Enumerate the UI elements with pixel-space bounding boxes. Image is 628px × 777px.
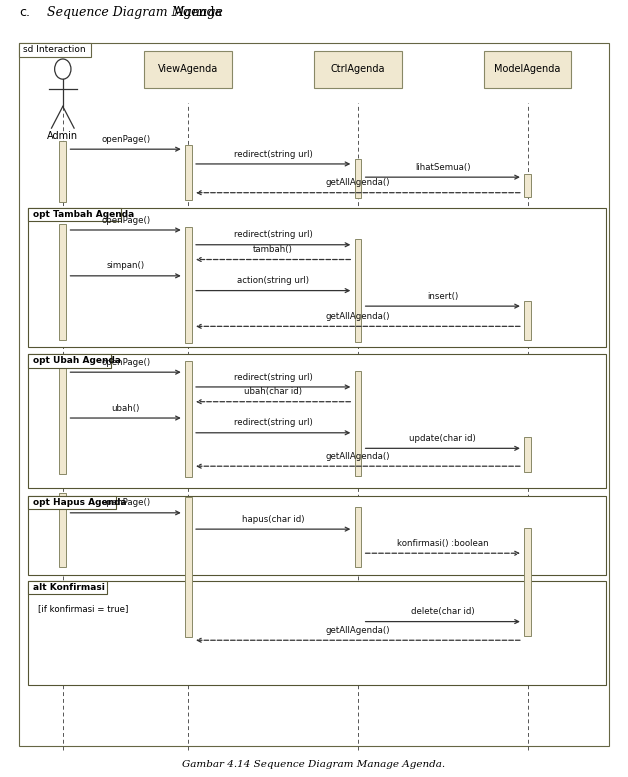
Text: openPage(): openPage(): [101, 215, 150, 225]
Text: opt Hapus Agenda: opt Hapus Agenda: [33, 498, 127, 507]
Text: redirect(string url): redirect(string url): [234, 230, 313, 239]
Text: Agenda: Agenda: [170, 6, 222, 19]
Text: sd Interaction: sd Interaction: [23, 45, 86, 54]
Bar: [355, 159, 362, 198]
Text: CtrlAgenda: CtrlAgenda: [331, 64, 385, 74]
Bar: [28, 208, 121, 221]
Text: lihatSemua(): lihatSemua(): [415, 162, 470, 172]
Text: opt Ubah Agenda: opt Ubah Agenda: [33, 357, 121, 365]
Bar: [28, 496, 606, 575]
Text: openPage(): openPage(): [101, 498, 150, 507]
Text: update(char id): update(char id): [409, 434, 476, 443]
Bar: [185, 145, 192, 200]
Bar: [355, 371, 362, 476]
Text: ModelAgenda: ModelAgenda: [494, 64, 561, 74]
Bar: [28, 208, 606, 347]
Bar: [28, 496, 116, 509]
Text: Sequence Diagram Manage: Sequence Diagram Manage: [47, 6, 223, 19]
Text: openPage(): openPage(): [101, 134, 150, 144]
Bar: [60, 493, 67, 567]
Text: Gambar 4.14 Sequence Diagram Manage Agenda.: Gambar 4.14 Sequence Diagram Manage Agen…: [183, 760, 445, 769]
Bar: [28, 354, 112, 368]
Text: c.: c.: [19, 6, 30, 19]
Text: getAllAgenda(): getAllAgenda(): [326, 178, 390, 187]
Bar: [185, 497, 192, 637]
Bar: [19, 43, 91, 57]
Text: redirect(string url): redirect(string url): [234, 149, 313, 159]
Bar: [524, 528, 531, 636]
Text: tambah(): tambah(): [253, 245, 293, 254]
Text: getAllAgenda(): getAllAgenda(): [326, 625, 390, 635]
Text: ubah(): ubah(): [111, 403, 140, 413]
Bar: [185, 227, 192, 343]
Bar: [144, 51, 232, 88]
Bar: [484, 51, 571, 88]
Bar: [60, 141, 67, 202]
Text: opt Tambah Agenda: opt Tambah Agenda: [33, 211, 134, 219]
Text: getAllAgenda(): getAllAgenda(): [326, 312, 390, 321]
Text: delete(char id): delete(char id): [411, 607, 475, 616]
Bar: [355, 507, 362, 567]
Bar: [28, 354, 606, 488]
Text: ViewAgenda: ViewAgenda: [158, 64, 219, 74]
Bar: [524, 437, 531, 472]
Text: redirect(string url): redirect(string url): [234, 418, 313, 427]
Bar: [28, 581, 606, 685]
Text: insert(): insert(): [427, 291, 458, 301]
Bar: [524, 301, 531, 340]
Text: Admin: Admin: [47, 131, 78, 141]
Text: konfirmasi() :boolean: konfirmasi() :boolean: [397, 538, 489, 548]
Text: action(string url): action(string url): [237, 276, 309, 285]
Text: alt Konfirmasi: alt Konfirmasi: [33, 584, 105, 592]
Text: ubah(char id): ubah(char id): [244, 387, 302, 396]
Text: openPage(): openPage(): [101, 357, 150, 367]
Bar: [524, 174, 531, 197]
Text: [if konfirmasi = true]: [if konfirmasi = true]: [38, 604, 128, 613]
Text: getAllAgenda(): getAllAgenda(): [326, 451, 390, 461]
Bar: [355, 239, 362, 342]
Bar: [185, 361, 192, 477]
Bar: [60, 224, 67, 340]
Text: simpan(): simpan(): [107, 261, 144, 270]
Text: redirect(string url): redirect(string url): [234, 372, 313, 382]
Bar: [28, 581, 107, 594]
Text: hapus(char id): hapus(char id): [242, 514, 305, 524]
Bar: [314, 51, 402, 88]
Bar: [60, 357, 67, 474]
